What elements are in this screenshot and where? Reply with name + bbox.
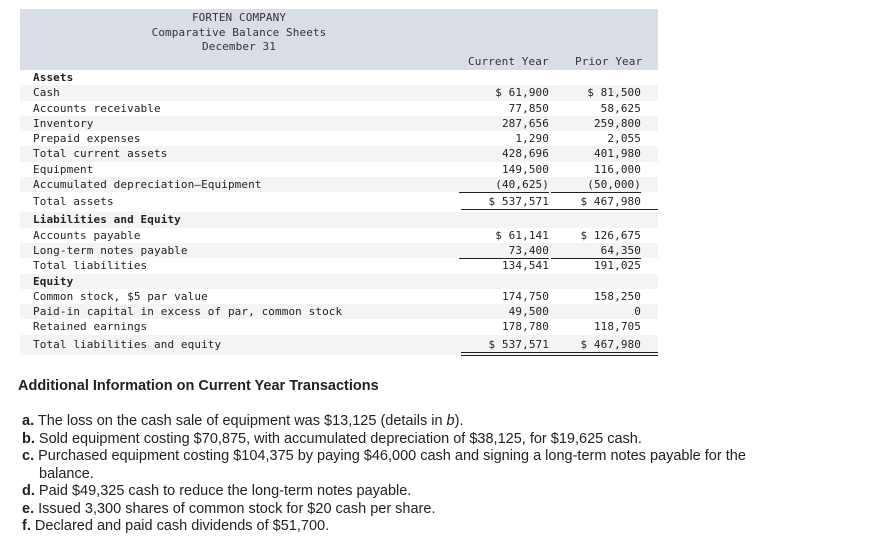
row-label: Paid-in capital in excess of par, common… [33,305,343,319]
transactions-list: a. The loss on the cash sale of equipmen… [22,413,832,536]
row-label: Total liabilities and equity [33,337,222,351]
table-row: Equipment 149,500 116,000 [20,162,658,177]
row-label: Accounts payable [33,228,141,242]
list-item: b. Sold equipment costing $70,875, with … [22,430,642,447]
statement-name: Comparative Balance Sheets [151,25,327,39]
current-year-value: 428,696 [501,147,549,161]
prior-year-value: 116,000 [593,162,641,176]
table-row: Accounts receivable 77,850 58,625 [20,101,658,116]
list-item: e. Issued 3,300 shares of common stock f… [22,500,436,517]
row-label: Cash [33,86,60,100]
total-assets-row: Total assets $ 537,571 $ 467,980 [20,192,658,214]
table-row: Long-term notes payable 73,400 64,350 [20,242,658,260]
current-year-value: 149,500 [501,162,549,176]
row-label: Equipment [33,162,94,176]
row-label: Long-term notes payable [33,243,188,257]
total-liabilities-equity-row: Total liabilities and equity $ 537,571 $… [20,334,658,356]
row-label: Prepaid expenses [33,132,141,146]
current-year-value: 77,850 [508,101,549,115]
table-row: Common stock, $5 par value 174,750 158,2… [20,289,658,304]
current-year-value: 73,400 [459,243,549,260]
current-year-value: 1,290 [459,131,549,148]
double-underline [461,351,658,356]
prior-year-value: 58,625 [600,101,641,115]
row-label: Accounts receivable [33,101,161,115]
prior-year-value: $ 81,500 [587,86,641,100]
current-year-value: 49,500 [508,305,549,319]
prior-year-value: 401,980 [593,147,641,161]
prior-year-value: 64,350 [551,243,641,260]
prior-year-value: 118,705 [551,319,641,336]
current-year-value: 134,541 [501,259,549,273]
row-label: Inventory [33,116,94,130]
prior-year-value: (50,000) [551,177,641,194]
row-label: Liabilities and Equity [33,213,181,227]
row-label: Total current assets [33,147,168,161]
current-year-value: $ 537,571 [488,337,549,351]
additional-information: Additional Information on Current Year T… [18,376,838,534]
current-year-value: $ 537,571 [488,195,549,209]
section-heading-assets: Assets [20,70,658,85]
table-row: Accounts payable $ 61,141 $ 126,675 [20,228,658,243]
table-row: Total liabilities 134,541 191,025 [20,258,658,273]
section-heading-liabilities-equity: Liabilities and Equity [20,212,658,228]
current-year-value: (40,625) [459,177,549,194]
row-label: Accumulated depreciation—Equipment [33,178,262,192]
table-header: FORTEN COMPANY Comparative Balance Sheet… [20,9,658,70]
row-label: Total liabilities [33,259,148,273]
table-row: Paid-in capital in excess of par, common… [20,304,658,320]
prior-year-value: $ 467,980 [580,195,641,209]
row-label: Equity [33,274,74,288]
current-year-value: 287,656 [501,116,549,130]
row-label: Assets [33,71,74,84]
table-row: Prepaid expenses 1,290 2,055 [20,131,658,148]
list-item: a. The loss on the cash sale of equipmen… [22,413,464,429]
column-header-prior-year: Prior Year [575,55,643,68]
prior-year-value: 2,055 [551,131,641,148]
table-row: Total current assets 428,696 401,980 [20,146,658,162]
table-row: Cash $ 61,900 $ 81,500 [20,85,658,101]
column-header-current-year: Current Year [468,55,549,68]
list-item: f. Declared and paid cash dividends of $… [22,518,330,534]
prior-year-value: 158,250 [593,289,641,303]
additional-info-heading: Additional Information on Current Year T… [18,378,379,394]
current-year-value: 174,750 [501,289,549,303]
current-year-value: $ 61,141 [495,228,549,242]
table-row: Accumulated depreciation—Equipment (40,6… [20,177,658,194]
prior-year-value: $ 467,980 [580,337,641,351]
statement-date: December 31 [202,40,276,53]
list-item: d. Paid $49,325 cash to reduce the long-… [22,483,412,499]
row-label: Common stock, $5 par value [33,289,208,303]
balance-sheet-table: FORTEN COMPANY Comparative Balance Sheet… [20,9,658,356]
table-row: Inventory 287,656 259,800 [20,115,658,132]
current-year-value: $ 61,900 [495,86,549,100]
prior-year-value: 259,800 [593,116,641,130]
prior-year-value: 191,025 [593,259,641,273]
prior-year-value: $ 126,675 [580,228,641,242]
prior-year-value: 0 [634,305,641,319]
list-item: c. Purchased equipment costing $104,375 … [22,448,746,482]
statement-title: FORTEN COMPANY Comparative Balance Sheet… [20,11,458,55]
row-label: Total assets [33,195,114,209]
row-label: Retained earnings [33,320,148,334]
table-row: Retained earnings 178,780 118,705 [20,319,658,336]
company-name: FORTEN COMPANY [191,11,287,24]
section-heading-equity: Equity [20,273,658,289]
current-year-value: 178,780 [459,319,549,336]
